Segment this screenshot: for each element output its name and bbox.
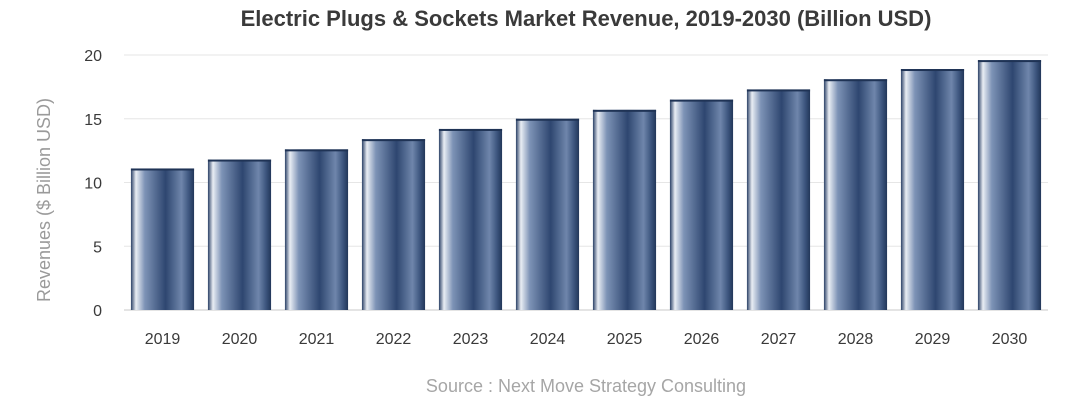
y-tick-label: 10 — [84, 176, 102, 193]
x-axis-ticks: 2019 2020 2021 2022 2023 2024 2025 2026 2027 2028… — [145, 331, 1028, 348]
x-tick-label: 2024 — [530, 331, 566, 348]
bar-cap — [746, 89, 811, 92]
bar-cap — [130, 168, 195, 171]
y-tick-label: 0 — [93, 303, 102, 320]
x-tick-label: 2029 — [915, 331, 951, 348]
bar-2019 — [130, 168, 195, 310]
bar-cap — [592, 109, 657, 112]
y-axis-ticks: 0 5 10 15 20 — [84, 48, 102, 320]
bars — [130, 60, 1042, 311]
bar-2026 — [669, 99, 734, 310]
bar-cap — [438, 128, 503, 131]
bar-2029 — [900, 69, 965, 311]
x-tick-label: 2020 — [222, 331, 258, 348]
bar-cap — [284, 149, 349, 152]
x-tick-label: 2025 — [607, 331, 643, 348]
bar-cap — [823, 79, 888, 82]
y-axis-label: Revenues ($ Billion USD) — [34, 98, 54, 302]
bar-2028 — [823, 79, 888, 310]
bar-2022 — [361, 139, 426, 310]
chart-title: Electric Plugs & Sockets Market Revenue,… — [241, 6, 932, 31]
x-tick-label: 2019 — [145, 331, 181, 348]
x-tick-label: 2028 — [838, 331, 874, 348]
bar-cap — [361, 139, 426, 142]
x-tick-label: 2021 — [299, 331, 335, 348]
bar-2023 — [438, 128, 503, 310]
x-tick-label: 2026 — [684, 331, 720, 348]
bar-2021 — [284, 149, 349, 310]
bar-2025 — [592, 109, 657, 310]
x-tick-label: 2022 — [376, 331, 412, 348]
bar-cap — [515, 118, 580, 121]
x-tick-label: 2023 — [453, 331, 489, 348]
bar-2020 — [207, 159, 272, 310]
x-tick-label: 2030 — [992, 331, 1028, 348]
grid-lines — [124, 54, 1048, 311]
x-tick-label: 2027 — [761, 331, 797, 348]
y-tick-label: 20 — [84, 48, 102, 65]
bar-cap — [977, 60, 1042, 63]
bar-cap — [900, 69, 965, 72]
bar-cap — [669, 99, 734, 102]
bar-2027 — [746, 89, 811, 310]
y-tick-label: 15 — [84, 112, 102, 129]
source-note: Source : Next Move Strategy Consulting — [426, 376, 746, 396]
bar-cap — [207, 159, 272, 162]
bar-2024 — [515, 118, 580, 310]
y-tick-label: 5 — [93, 239, 102, 256]
bar-2030 — [977, 60, 1042, 310]
